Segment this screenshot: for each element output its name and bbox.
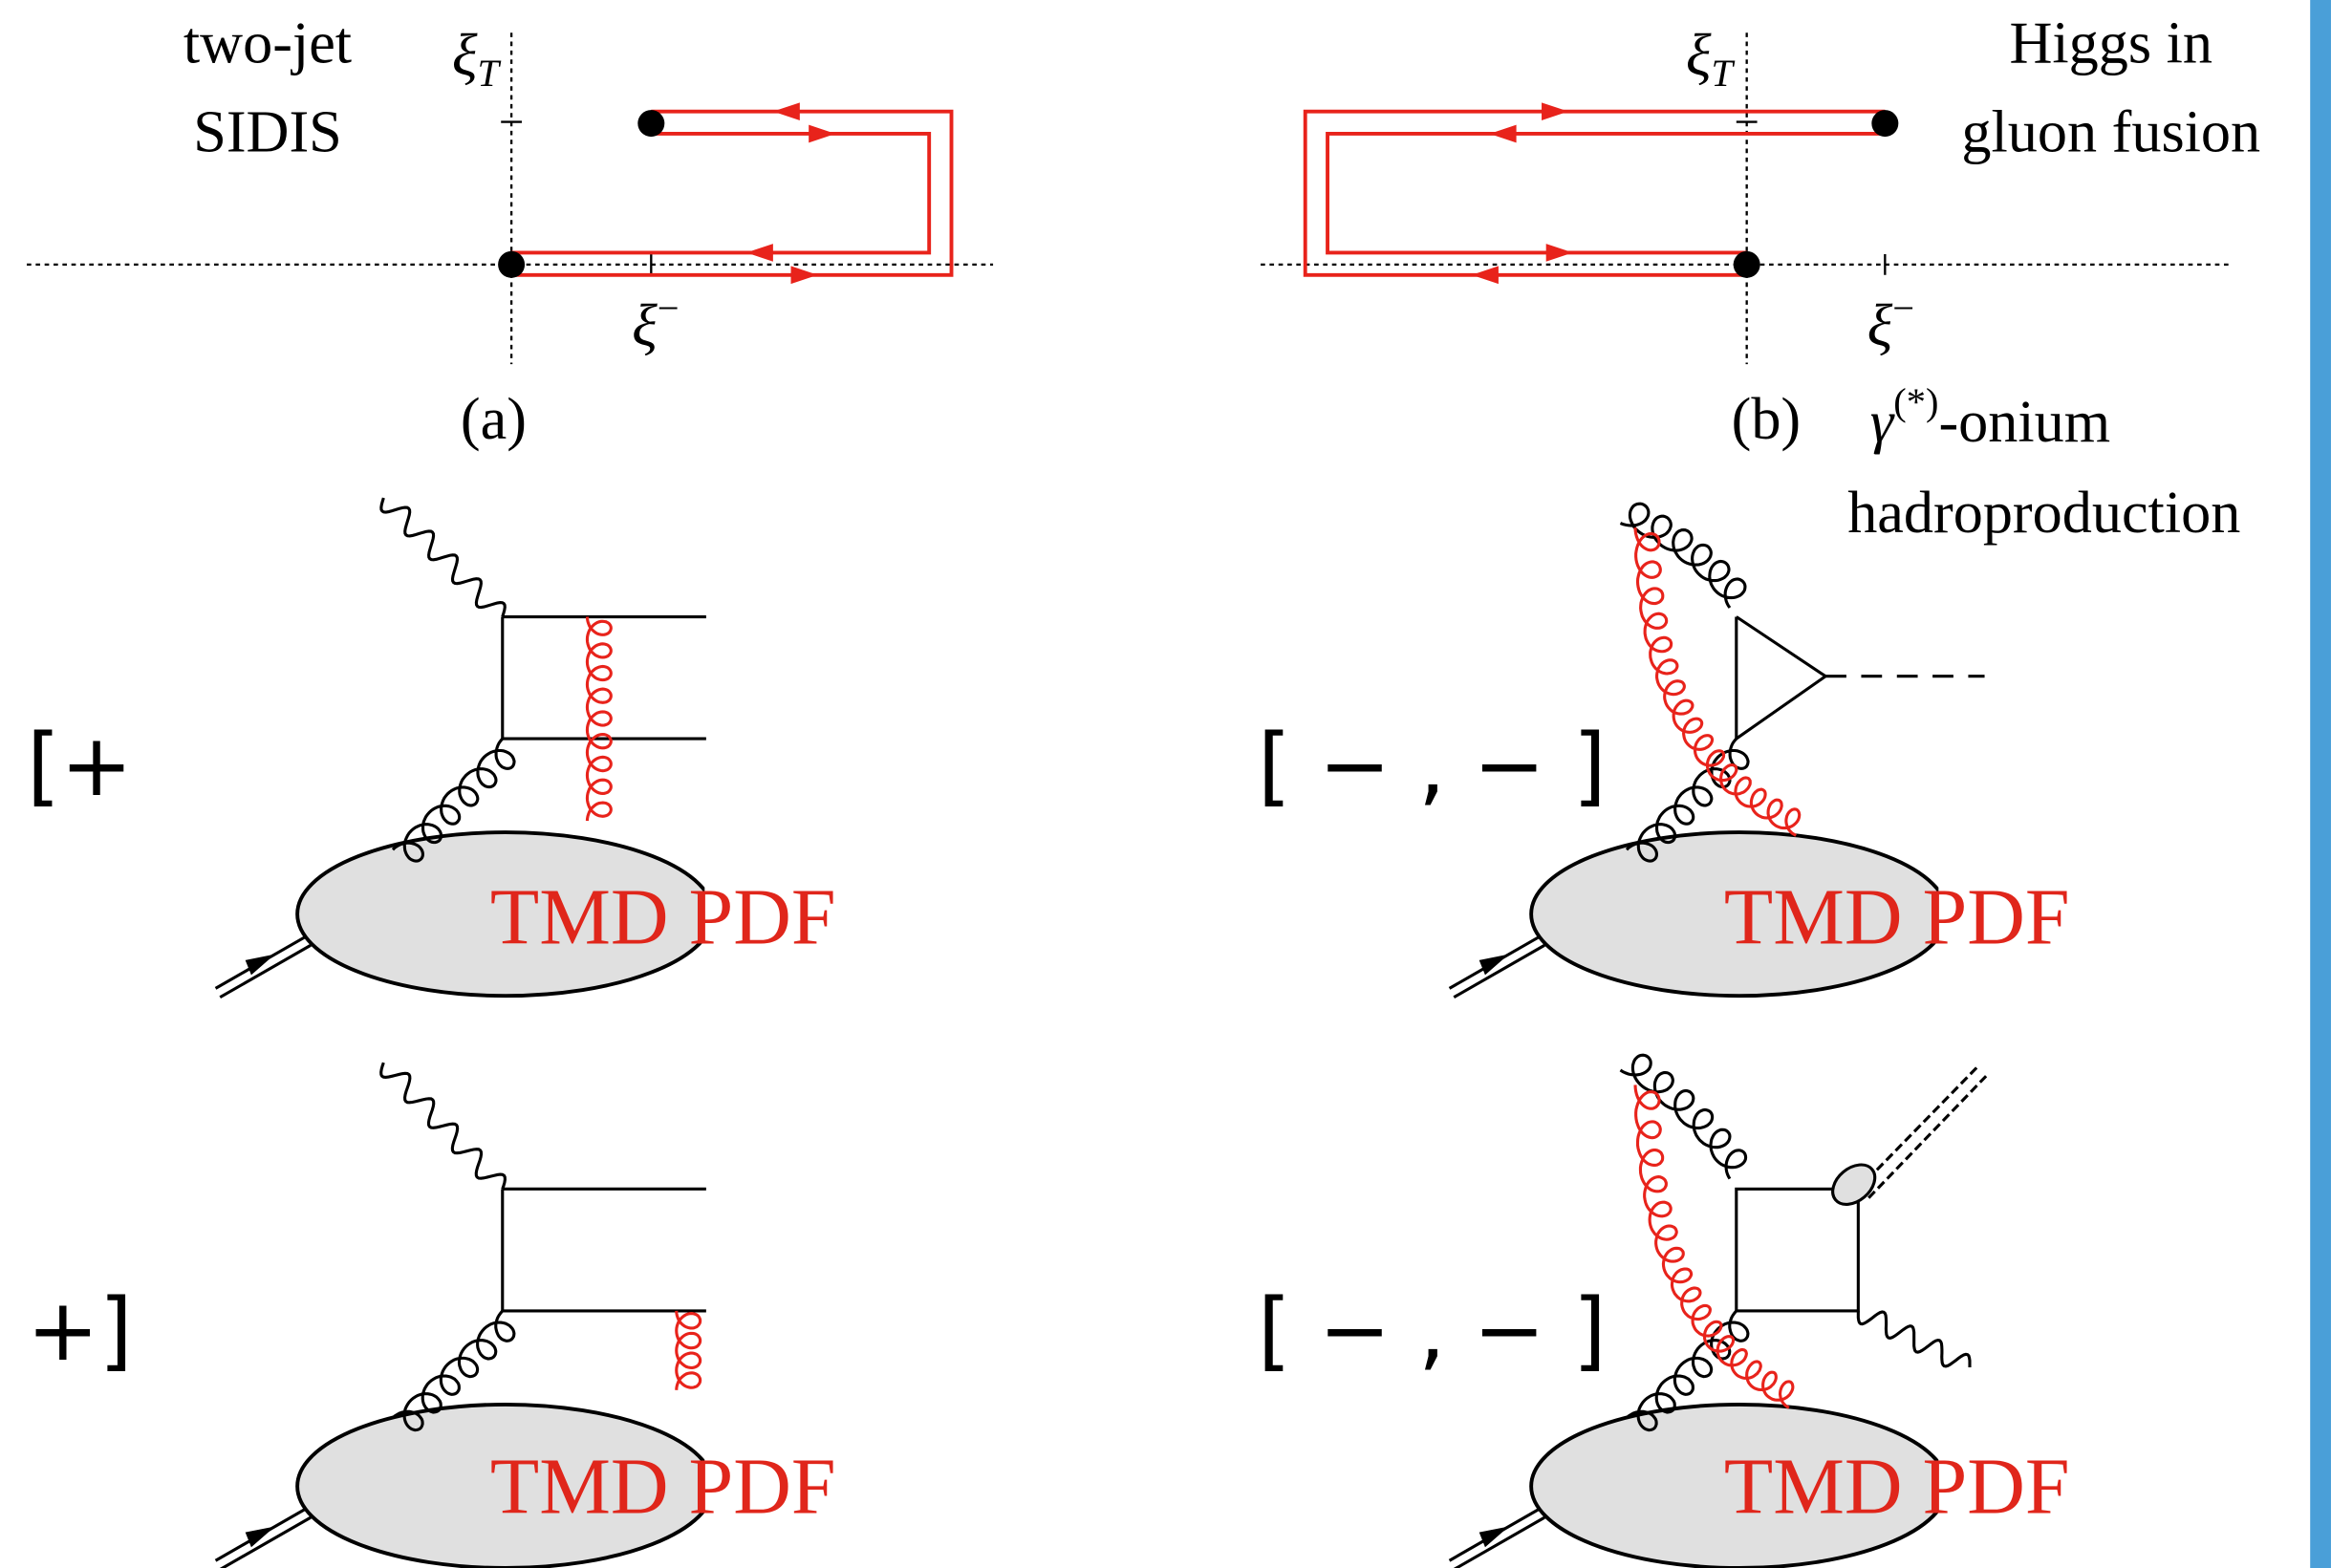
panel-a [27,32,993,364]
process-label: γ(*)-onium [1870,380,2110,455]
superscript: (*) [1893,380,1938,423]
side-strip [2310,0,2331,1568]
bracket: +] [27,1280,133,1381]
bracket: [+ [27,716,133,816]
arrowhead [1479,955,1509,976]
subscript: T [1712,52,1736,95]
superscript: − [1892,287,1914,330]
line [220,945,311,997]
suffix: -onium [1938,390,2110,455]
line [1737,617,1825,677]
arrowhead [246,955,275,976]
arrowhead [809,125,835,143]
process-label: Higgs in [2009,11,2212,75]
photon [381,1063,506,1189]
gluon [677,1311,701,1390]
point [1734,251,1760,278]
panel-b [1261,32,2230,364]
line [1858,1067,1976,1190]
process-label: two-jet [183,11,352,75]
loop-box [1737,1189,1859,1311]
blob-label: TMD PDF [490,1442,836,1531]
process-label: hadroproduction [1847,481,2240,546]
process-label: SIDIS [193,100,342,165]
onium-vertex [1825,1157,1883,1213]
symbol: ξ [1686,23,1712,88]
photon [381,498,505,616]
symbol: ξ [452,23,478,88]
axis-label: ξT [1686,23,1736,95]
arrowhead [1479,1526,1509,1547]
line [220,1517,311,1568]
bracket: [ − , − ] [1258,716,1607,816]
blob-label: TMD PDF [1724,1442,2070,1531]
caption: (a) [461,387,527,452]
blob-label: TMD PDF [490,873,836,962]
arrowhead [773,102,800,120]
symbol: ξ [1867,293,1893,358]
symbol: ξ [632,293,658,358]
line [1454,945,1544,997]
axis-label: ξ− [1867,287,1914,358]
photon [1858,1311,1970,1367]
line [1868,1076,1986,1198]
gluon [587,617,611,822]
line [1454,1517,1544,1568]
arrowhead [1472,266,1499,284]
arrowhead [1490,125,1517,143]
page: {"panel_a": {"process": ["two-jet", "SID… [0,0,2331,1568]
line [1737,677,1825,739]
arrowhead [246,1526,275,1547]
bracket: [ − , − ] [1258,1280,1607,1381]
wilson-line-a [511,112,951,275]
superscript: − [658,287,680,330]
symbol: γ [1870,390,1895,455]
axis-label: ξ− [632,287,679,358]
blob-label: TMD PDF [1724,873,2070,962]
gluon [1620,1055,1745,1178]
point [637,110,664,137]
point [498,251,525,278]
process-label: gluon fusion [1961,100,2260,165]
wilson-line-b [1306,112,1886,275]
arrowhead [746,244,773,262]
figure: two-jet SIDIS ξT ξ− (a) Higgs in gluon f… [0,0,2331,1568]
arrowhead [791,266,818,284]
arrowhead [1546,244,1573,262]
caption: (b) [1732,387,1802,452]
gluon [1635,527,1800,835]
subscript: T [478,52,502,95]
axis-label: ξT [452,23,502,95]
arrowhead [1542,102,1568,120]
point [1871,110,1898,137]
